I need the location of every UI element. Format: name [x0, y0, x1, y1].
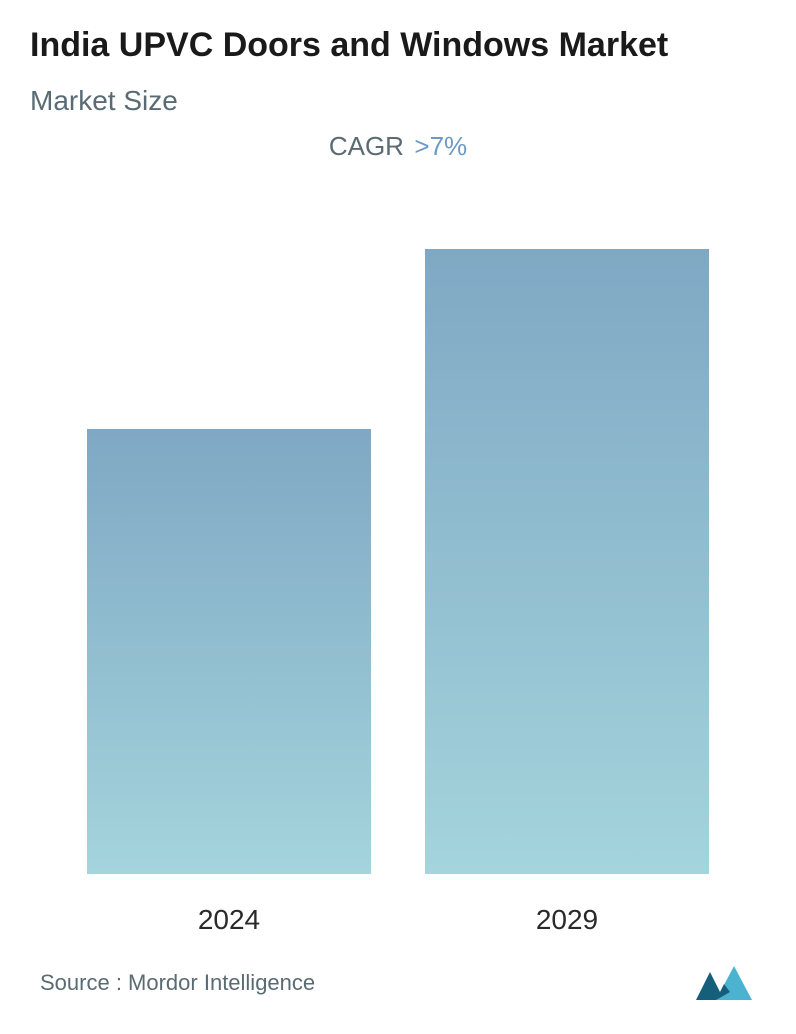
chart-title: India UPVC Doors and Windows Market	[30, 24, 766, 67]
chart-container: India UPVC Doors and Windows Market Mark…	[0, 0, 796, 1034]
cagr-row: CAGR >7%	[30, 131, 766, 162]
chart-plot-area	[30, 182, 766, 885]
bar-2024	[87, 429, 371, 874]
x-label-2024: 2024	[87, 904, 371, 936]
bar-2029	[425, 249, 709, 874]
mordor-logo-icon	[696, 966, 756, 1000]
x-axis-labels: 2024 2029	[30, 884, 766, 966]
bar-group-2024	[87, 429, 371, 874]
footer: Source : Mordor Intelligence	[30, 966, 766, 1010]
cagr-label: CAGR	[329, 131, 404, 161]
chart-subtitle: Market Size	[30, 85, 766, 117]
x-label-2029: 2029	[425, 904, 709, 936]
cagr-value: >7%	[414, 131, 467, 161]
source-text: Source : Mordor Intelligence	[40, 970, 315, 996]
bar-group-2029	[425, 249, 709, 874]
